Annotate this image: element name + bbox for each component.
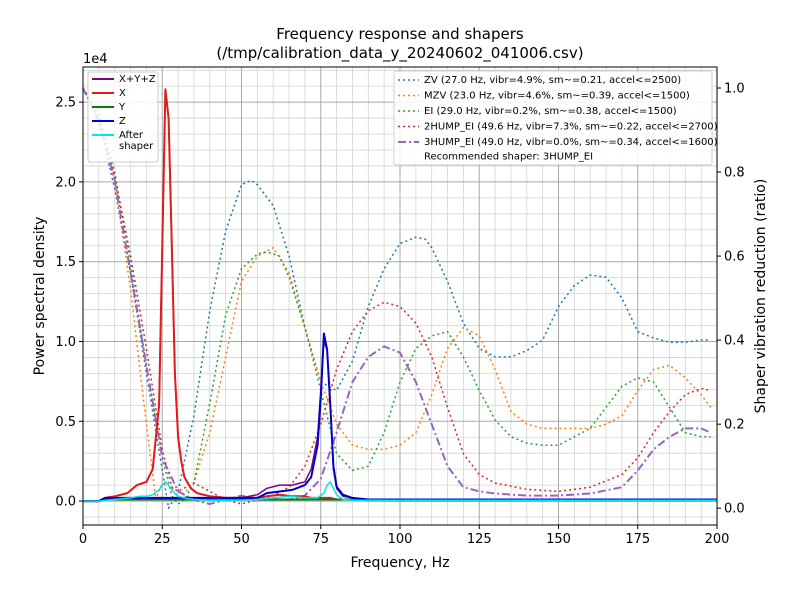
- chart-title: Frequency response and shapers: [276, 25, 524, 43]
- series-lines: [82, 87, 717, 509]
- x-tick-label: 150: [546, 532, 571, 547]
- y2-axis-title: Shaper vibration reduction (ratio): [753, 179, 769, 414]
- series-line-ei: [82, 87, 711, 505]
- y-axis-title: Power spectral density: [32, 217, 48, 376]
- y2-tick-label: 1.0: [724, 82, 745, 97]
- series-line-2hump-ei: [82, 87, 711, 505]
- legend-label-ei: EI (29.0 Hz, vibr=0.2%, sm~=0.38, accel<…: [424, 106, 677, 117]
- y-tick-label: 1.5: [55, 255, 76, 270]
- y-tick-label: 1.0: [55, 335, 76, 350]
- legend-label-x: X: [119, 88, 126, 99]
- legend-label-x-y-z: X+Y+Z: [119, 74, 156, 85]
- x-tick-label: 175: [625, 532, 650, 547]
- y2-tick-label: 0.6: [724, 250, 745, 265]
- y-tick-label: 2.0: [55, 175, 76, 190]
- legend-left-frame: [87, 71, 159, 163]
- x-tick-label: 125: [467, 532, 492, 547]
- series-line-z: [83, 332, 717, 503]
- legend-right: ZV (27.0 Hz, vibr=4.9%, sm~=0.21, accel<…: [393, 70, 718, 166]
- recommended-shaper-text: Recommended shaper: 3HUMP_EI: [424, 152, 593, 163]
- series-line-3hump-ei: [82, 87, 712, 505]
- y2-tick-label: 0.8: [724, 166, 745, 181]
- axis-ticks: 0 25 50 75 100 125 150 175 200 0.0 0.5 1.0 1.5 2.0 2.5…: [55, 82, 744, 547]
- y2-tick-label: 0.0: [724, 502, 745, 517]
- y-offset-text: 1e4: [83, 52, 108, 67]
- x-tick-label: 75: [312, 532, 329, 547]
- x-axis-title: Frequency, Hz: [350, 555, 449, 571]
- legend-label-y: Y: [118, 102, 126, 113]
- x-tick-label: 50: [233, 532, 250, 547]
- legend-label-3hump-ei: 3HUMP_EI (49.0 Hz, vibr=0.0%, sm~=0.34, …: [424, 137, 718, 148]
- y-tick-label: 2.5: [55, 96, 76, 111]
- y2-tick-label: 0.4: [724, 334, 745, 349]
- legend-label-zv: ZV (27.0 Hz, vibr=4.9%, sm~=0.21, accel<…: [424, 75, 681, 86]
- x-tick-label: 0: [79, 532, 87, 547]
- legend-label-2hump-ei: 2HUMP_EI (49.6 Hz, vibr=7.3%, sm~=0.22, …: [424, 122, 718, 133]
- plot-frame: [82, 66, 718, 526]
- y-tick-label: 0.5: [55, 415, 76, 430]
- legend-label-after-shaper: After: [119, 130, 144, 141]
- legend-label-z: Z: [119, 116, 126, 127]
- series-line-after-shaper: [83, 481, 717, 502]
- legend-label-after-shaper: shaper: [119, 141, 154, 152]
- x-tick-label: 100: [388, 532, 413, 547]
- legend-right-frame: [393, 70, 713, 166]
- x-tick-label: 25: [154, 532, 171, 547]
- y-tick-label: 0.0: [55, 495, 76, 510]
- legend-label-mzv: MZV (23.0 Hz, vibr=4.6%, sm~=0.39, accel…: [424, 91, 690, 102]
- chart-subtitle: (/tmp/calibration_data_y_20240602_041006…: [216, 44, 583, 63]
- y2-tick-label: 0.2: [724, 418, 745, 433]
- x-tick-label: 200: [705, 532, 730, 547]
